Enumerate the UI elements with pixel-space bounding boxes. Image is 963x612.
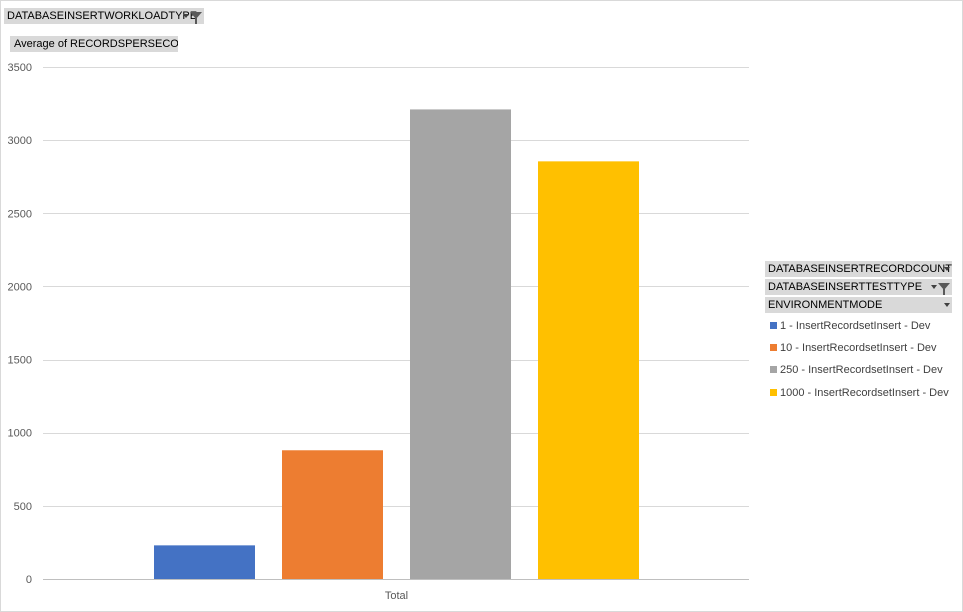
bar[interactable] <box>282 450 383 579</box>
workload-type-field-label: DATABASEINSERTWORKLOADTYPE <box>7 10 198 22</box>
y-tick-label: 1000 <box>8 428 32 440</box>
chevron-down-icon[interactable] <box>944 267 950 271</box>
y-tick-label: 0 <box>26 574 32 586</box>
chevron-down-icon[interactable] <box>931 285 937 289</box>
legend-item[interactable]: 250 - InsertRecordsetInsert - Dev <box>770 363 943 377</box>
record-count-field-button[interactable]: DATABASEINSERTRECORDCOUNT <box>765 261 952 277</box>
workload-type-field-button[interactable]: DATABASEINSERTWORKLOADTYPE <box>4 8 204 24</box>
legend-label: 1 - InsertRecordsetInsert - Dev <box>780 320 931 332</box>
y-axis-tick-labels: 0 500 1000 1500 2000 2500 3000 3500 <box>8 62 32 586</box>
y-tick-label: 1500 <box>8 355 32 367</box>
legend-label: 1000 - InsertRecordsetInsert - Dev <box>780 387 949 399</box>
y-tick-label: 3000 <box>8 135 32 147</box>
y-tick-label: 3500 <box>8 62 32 74</box>
legend-label: 250 - InsertRecordsetInsert - Dev <box>780 364 943 376</box>
legend-swatch <box>770 321 777 329</box>
record-count-field-label: DATABASEINSERTRECORDCOUNT <box>768 263 952 275</box>
bar[interactable] <box>154 545 255 579</box>
legend-item[interactable]: 10 - InsertRecordsetInsert - Dev <box>770 341 937 355</box>
legend-swatch <box>770 343 777 351</box>
measure-field-button[interactable]: Average of RECORDSPERSECOND <box>10 36 178 52</box>
legend-item[interactable]: 1 - InsertRecordsetInsert - Dev <box>770 319 930 333</box>
legend-swatch <box>770 365 777 373</box>
test-type-field-label: DATABASEINSERTTESTTYPE <box>768 281 923 293</box>
test-type-field-button[interactable]: DATABASEINSERTTESTTYPE <box>765 279 952 295</box>
bar[interactable] <box>410 109 511 580</box>
y-tick-label: 2000 <box>8 281 32 293</box>
filter-icon[interactable] <box>190 11 202 24</box>
legend-swatch <box>770 388 777 396</box>
filter-icon[interactable] <box>938 282 950 295</box>
chevron-down-icon[interactable] <box>944 303 950 307</box>
bar[interactable] <box>538 161 639 579</box>
y-tick-label: 500 <box>14 501 32 513</box>
x-tick-label: Total <box>385 590 408 602</box>
legend-label: 10 - InsertRecordsetInsert - Dev <box>780 342 937 354</box>
x-axis-tick-labels: Total <box>385 590 408 602</box>
measure-field-label: Average of RECORDSPERSECOND <box>14 38 178 50</box>
gridlines <box>43 67 749 580</box>
chevron-down-icon[interactable] <box>183 14 189 18</box>
environment-mode-field-button[interactable]: ENVIRONMENTMODE <box>765 297 952 313</box>
legend-item[interactable]: 1000 - InsertRecordsetInsert - Dev <box>770 386 949 400</box>
environment-mode-field-label: ENVIRONMENTMODE <box>768 299 883 311</box>
bars <box>154 109 639 580</box>
y-tick-label: 2500 <box>8 208 32 220</box>
